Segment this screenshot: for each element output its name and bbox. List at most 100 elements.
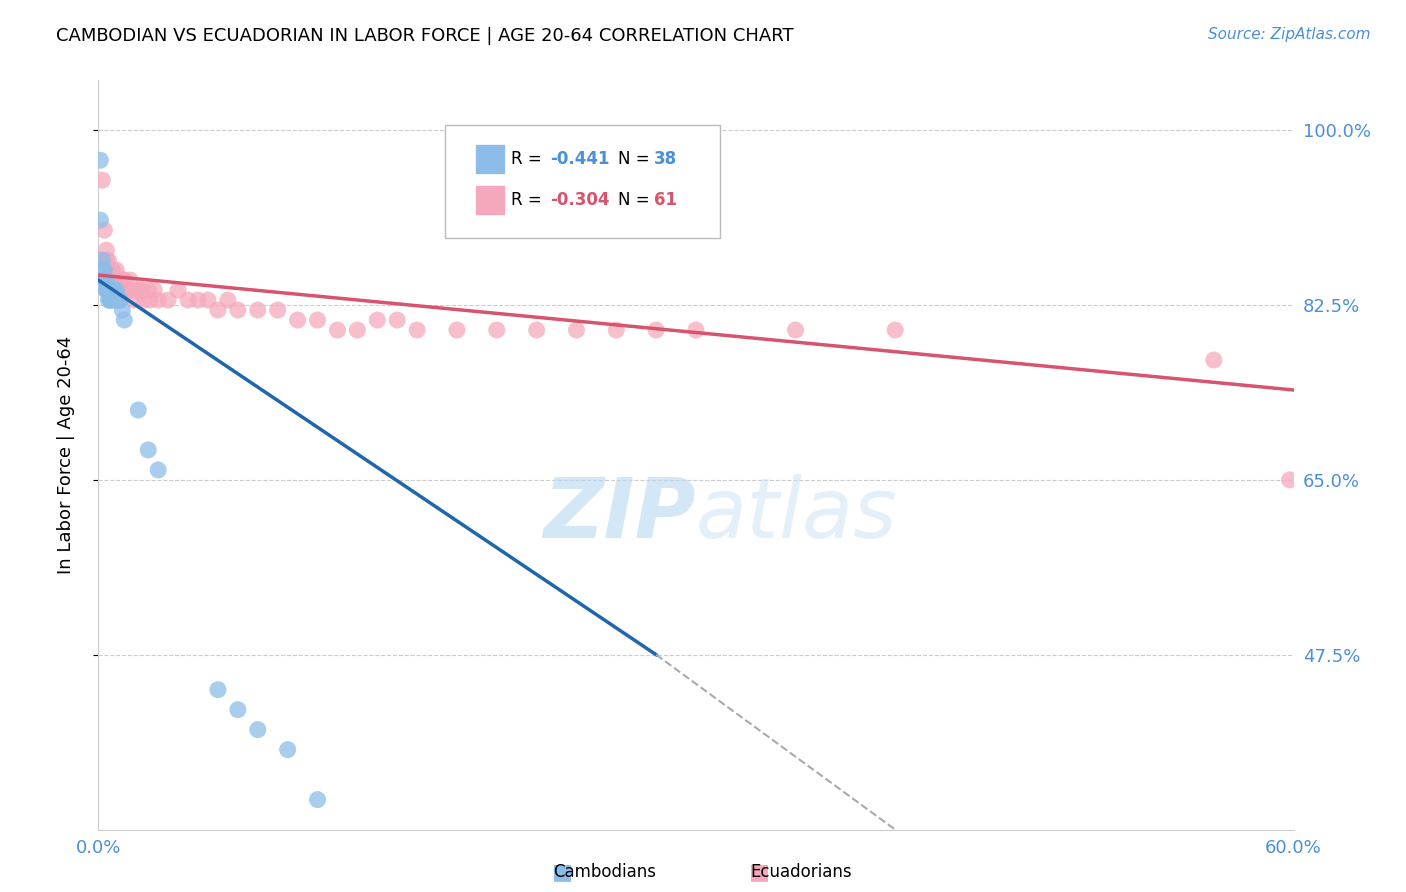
Point [107, 273, 129, 287]
Point [103, 283, 125, 297]
Point [115, 283, 138, 297]
Point [1278, 473, 1301, 487]
Point [785, 323, 807, 337]
Point [98, 293, 122, 307]
Point [97, 283, 120, 297]
Text: ■: ■ [553, 863, 572, 882]
Point [101, 263, 124, 277]
Point [385, 313, 409, 327]
Point [96, 283, 118, 297]
Point [246, 303, 269, 318]
Point [110, 293, 132, 307]
Point [307, 313, 329, 327]
Point [117, 283, 139, 297]
Point [139, 293, 162, 307]
Point [346, 323, 368, 337]
Point [112, 273, 135, 287]
Point [207, 682, 229, 697]
Point [93, 263, 115, 277]
Text: -0.441: -0.441 [550, 150, 610, 168]
Point [177, 293, 200, 307]
Point [120, 273, 142, 287]
Point [96, 283, 118, 297]
Point [134, 293, 156, 307]
Point [89, 213, 111, 227]
Text: ZIP: ZIP [543, 475, 696, 556]
Y-axis label: In Labor Force | Age 20-64: In Labor Force | Age 20-64 [56, 335, 75, 574]
Point [124, 293, 146, 307]
Point [97, 283, 120, 297]
Point [101, 263, 124, 277]
Point [91, 263, 114, 277]
Point [1202, 353, 1225, 368]
Point [685, 323, 707, 337]
Point [101, 293, 124, 307]
Point [121, 283, 143, 297]
Point [96, 243, 118, 257]
Text: 61: 61 [654, 191, 678, 209]
Point [103, 273, 125, 287]
Point [98, 293, 122, 307]
Point [148, 293, 170, 307]
Point [101, 283, 124, 297]
Point [98, 263, 122, 277]
Point [136, 442, 159, 457]
FancyBboxPatch shape [475, 144, 505, 174]
Point [91, 173, 114, 187]
Point [143, 283, 166, 297]
Text: -0.304: -0.304 [550, 191, 610, 209]
Point [605, 323, 627, 337]
Point [97, 293, 120, 307]
Point [89, 153, 111, 168]
Point [485, 323, 508, 337]
Point [406, 323, 429, 337]
Point [105, 283, 128, 297]
Point [101, 283, 124, 297]
Point [98, 263, 122, 277]
Text: CAMBODIAN VS ECUADORIAN IN LABOR FORCE | AGE 20-64 CORRELATION CHART: CAMBODIAN VS ECUADORIAN IN LABOR FORCE |… [56, 27, 794, 45]
Point [107, 293, 129, 307]
Point [136, 283, 159, 297]
Point [103, 273, 125, 287]
Point [645, 323, 668, 337]
Point [207, 303, 229, 318]
Text: N =: N = [619, 150, 655, 168]
Text: Ecuadorians: Ecuadorians [751, 863, 852, 881]
Point [91, 253, 114, 268]
Point [97, 253, 120, 268]
Point [565, 323, 588, 337]
Point [105, 263, 128, 277]
Point [93, 273, 115, 287]
Point [93, 223, 115, 237]
Point [107, 283, 129, 297]
Point [96, 253, 118, 268]
Point [366, 313, 388, 327]
Point [112, 313, 135, 327]
Point [526, 323, 548, 337]
Point [97, 263, 120, 277]
Point [277, 742, 299, 756]
Point [446, 323, 468, 337]
Point [107, 293, 129, 307]
Point [97, 283, 120, 297]
FancyBboxPatch shape [446, 125, 720, 237]
Point [884, 323, 907, 337]
Point [267, 303, 290, 318]
Point [217, 293, 239, 307]
Point [98, 283, 122, 297]
Text: R =: R = [510, 191, 547, 209]
Text: Source: ZipAtlas.com: Source: ZipAtlas.com [1208, 27, 1371, 42]
Point [93, 273, 115, 287]
Point [187, 293, 209, 307]
Text: Cambodians: Cambodians [553, 863, 657, 881]
Point [246, 723, 269, 737]
Point [129, 283, 152, 297]
Point [111, 303, 134, 318]
Point [167, 283, 190, 297]
Point [127, 403, 149, 417]
Point [103, 283, 125, 297]
Point [197, 293, 219, 307]
Text: atlas: atlas [696, 475, 897, 556]
Point [103, 293, 125, 307]
Text: N =: N = [619, 191, 655, 209]
